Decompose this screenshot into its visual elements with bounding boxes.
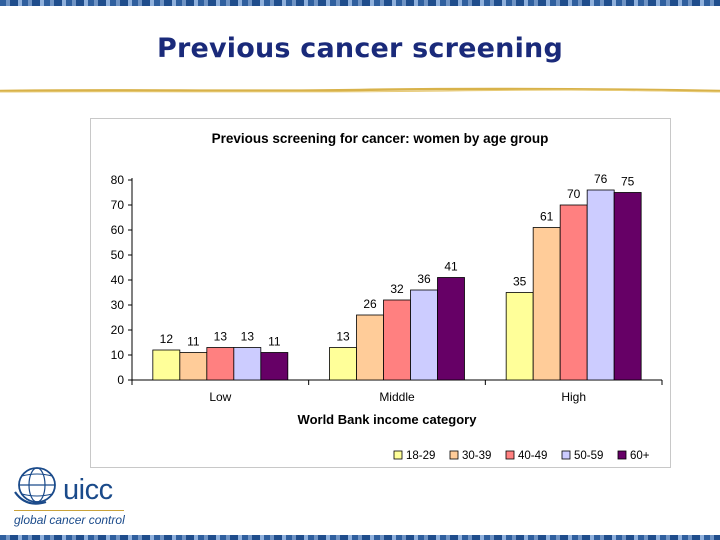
bar bbox=[152, 349, 181, 381]
data-label: 70 bbox=[567, 187, 581, 201]
data-label: 61 bbox=[540, 210, 554, 224]
legend-label: 18-29 bbox=[406, 450, 435, 462]
y-tick-label: 80 bbox=[111, 173, 125, 187]
y-tick-label: 50 bbox=[111, 248, 125, 262]
legend-swatch bbox=[561, 450, 571, 460]
legend-swatch bbox=[449, 450, 459, 460]
data-label: 12 bbox=[160, 332, 174, 346]
legend-label: 60+ bbox=[630, 450, 650, 462]
y-tick-label: 60 bbox=[111, 223, 125, 237]
legend-swatch bbox=[505, 450, 515, 460]
bar bbox=[505, 292, 534, 381]
logo-text: uicc bbox=[63, 474, 113, 506]
legend-label: 40-49 bbox=[518, 450, 547, 462]
logo-underline bbox=[14, 510, 124, 511]
data-label: 76 bbox=[594, 172, 608, 186]
title-rule bbox=[0, 87, 720, 93]
bar bbox=[233, 347, 262, 381]
bar bbox=[613, 192, 642, 381]
y-tick-label: 40 bbox=[111, 273, 125, 287]
bar bbox=[559, 204, 588, 381]
data-label: 35 bbox=[513, 275, 527, 289]
data-label: 26 bbox=[363, 297, 377, 311]
data-label: 11 bbox=[268, 335, 281, 349]
y-tick-label: 0 bbox=[117, 373, 124, 387]
bottom-border bbox=[0, 535, 720, 540]
legend-swatch bbox=[617, 450, 627, 460]
bar bbox=[329, 347, 357, 381]
bar bbox=[206, 347, 235, 381]
bar bbox=[532, 227, 561, 381]
data-label: 75 bbox=[621, 175, 635, 189]
top-border bbox=[0, 0, 720, 6]
category-label: High bbox=[561, 390, 586, 404]
data-label: 13 bbox=[336, 330, 350, 344]
bar bbox=[260, 352, 289, 381]
bar bbox=[586, 189, 615, 381]
x-axis-title: World Bank income category bbox=[298, 412, 478, 427]
bar bbox=[356, 314, 384, 381]
category-label: Low bbox=[209, 390, 231, 404]
legend-label: 30-39 bbox=[462, 450, 491, 462]
category-label: Middle bbox=[379, 390, 415, 404]
bar bbox=[179, 352, 208, 381]
bar bbox=[410, 289, 438, 381]
y-tick-label: 70 bbox=[111, 198, 125, 212]
data-label: 36 bbox=[417, 272, 431, 286]
data-label: 13 bbox=[214, 330, 228, 344]
data-label: 11 bbox=[187, 335, 200, 349]
logo-tagline: global cancer control bbox=[14, 513, 125, 527]
bar-chart: Previous screening for cancer: women by … bbox=[111, 131, 663, 462]
legend-swatch bbox=[393, 450, 403, 460]
bar bbox=[383, 299, 411, 381]
chart-title: Previous screening for cancer: women by … bbox=[212, 131, 549, 146]
globe-icon bbox=[14, 467, 56, 505]
data-label: 32 bbox=[390, 282, 404, 296]
y-tick-label: 20 bbox=[111, 323, 125, 337]
data-label: 41 bbox=[444, 260, 458, 274]
data-label: 13 bbox=[241, 330, 255, 344]
y-tick-label: 10 bbox=[111, 348, 125, 362]
bar bbox=[437, 277, 465, 381]
legend-label: 50-59 bbox=[574, 450, 603, 462]
y-tick-label: 30 bbox=[111, 298, 125, 312]
slide-title: Previous cancer screening bbox=[156, 33, 564, 64]
